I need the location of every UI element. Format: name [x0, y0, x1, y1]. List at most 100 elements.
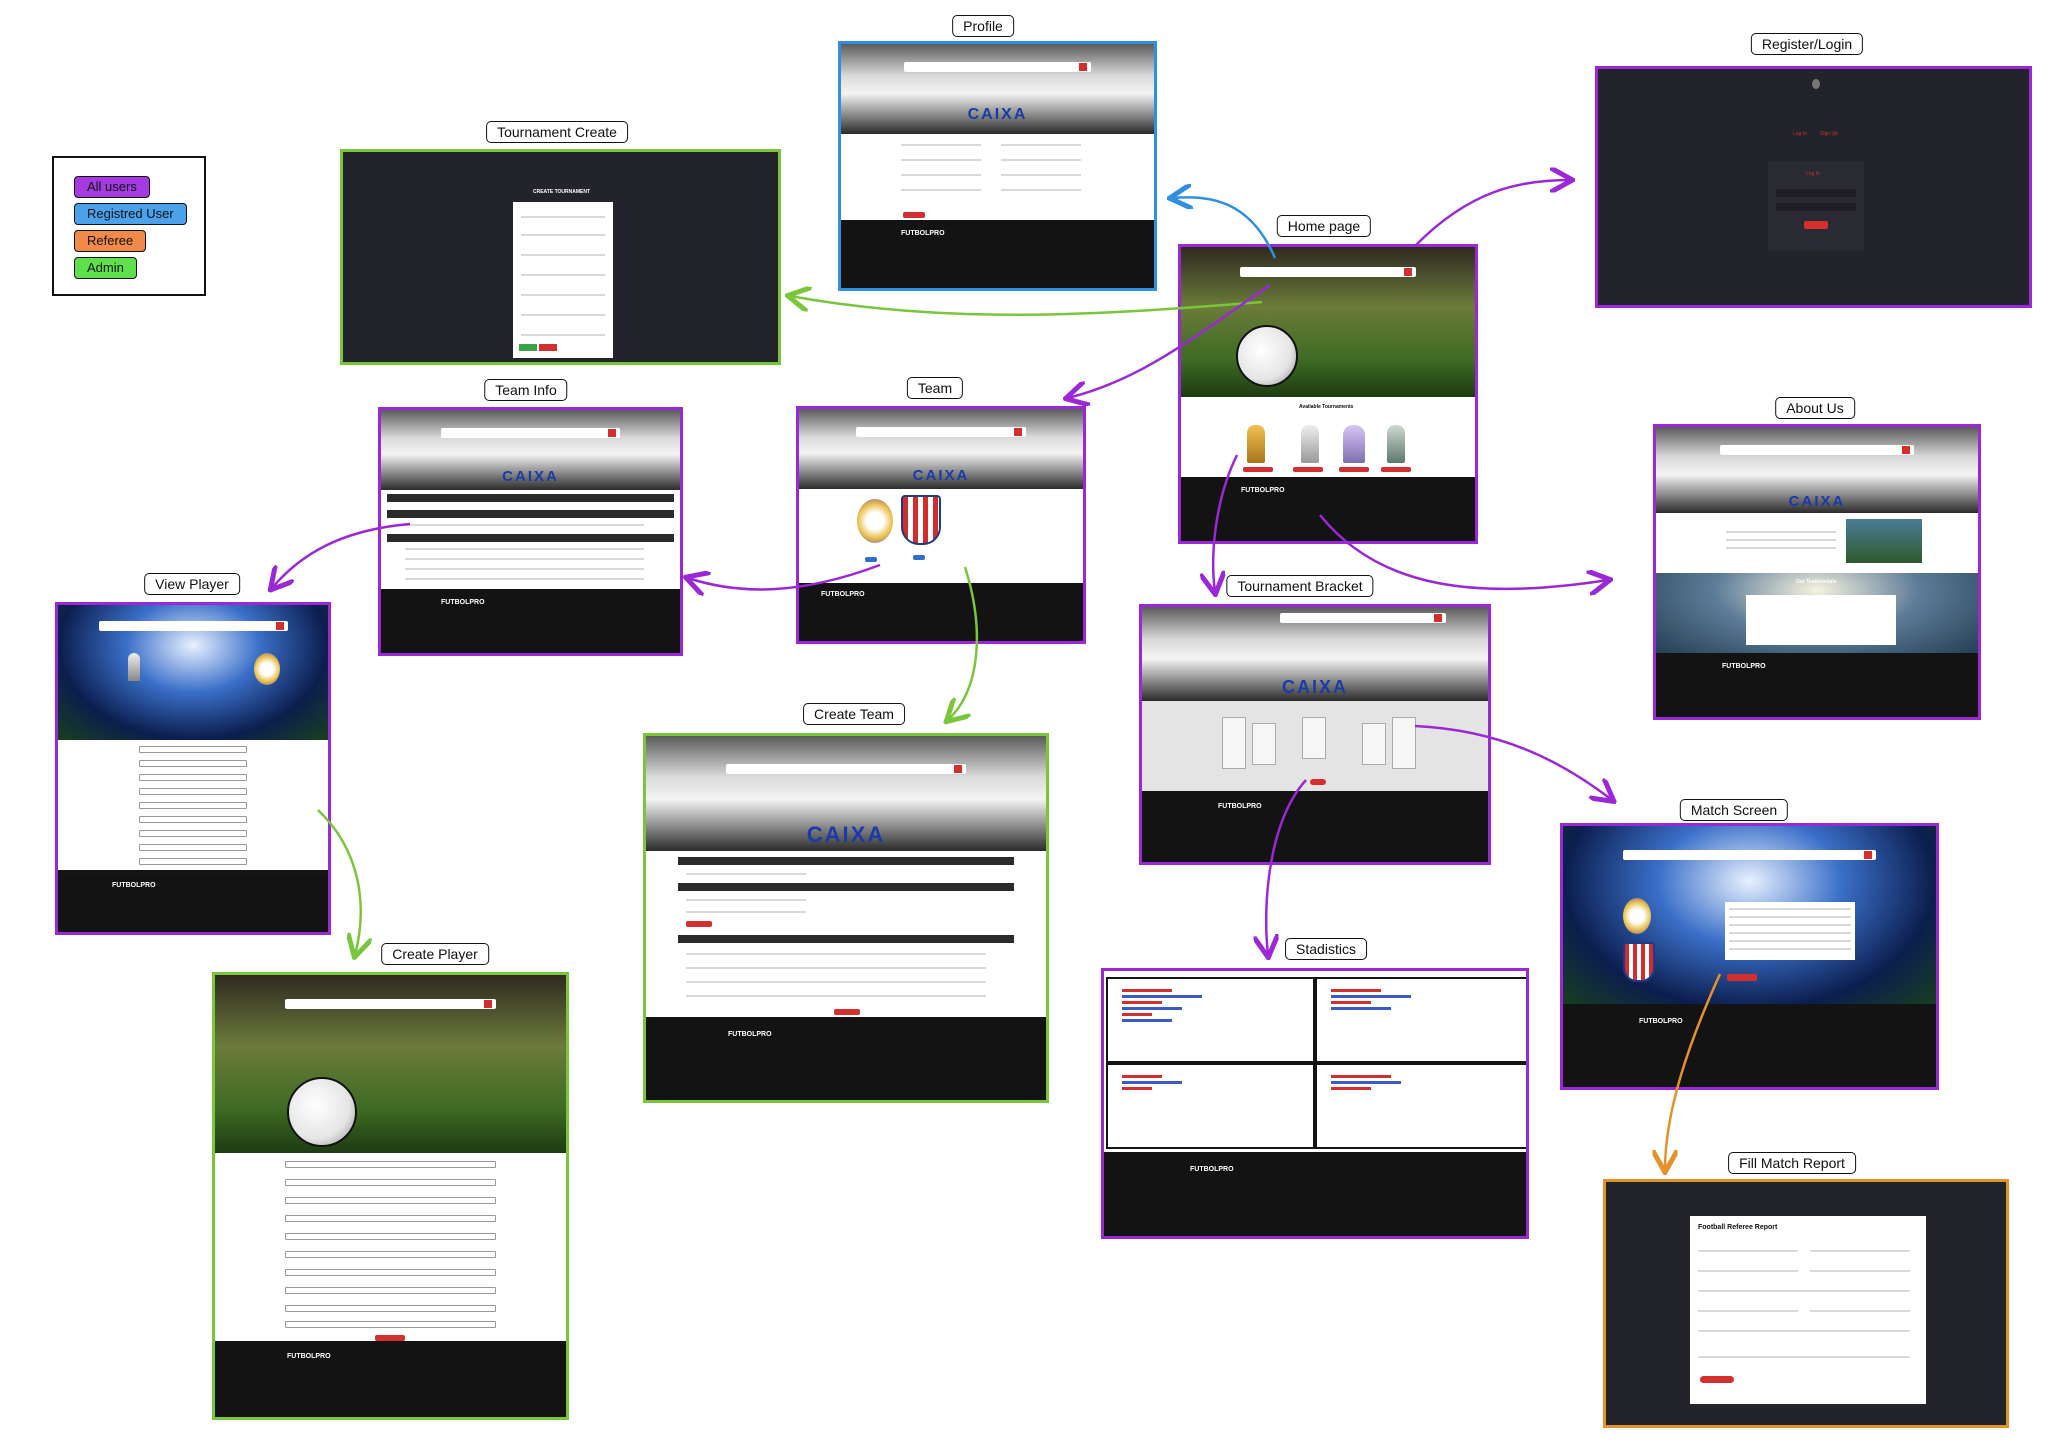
label-about-us: About Us: [1775, 397, 1855, 419]
create-player-form: [215, 1153, 566, 1345]
label-home-page: Home page: [1276, 215, 1372, 237]
screen-about-us[interactable]: CAIXA Our Testimonials FUTBOLPRO: [1653, 424, 1981, 720]
real-madrid-crest-icon: [1623, 898, 1651, 934]
trophy-icon: [1343, 425, 1365, 463]
caixa-text: CAIXA: [1788, 493, 1846, 510]
arrow-home-to-profile: [1172, 197, 1277, 259]
label-register-login: Register/Login: [1750, 33, 1864, 55]
screen-tournament-create[interactable]: CREATE TOURNAMENT: [340, 149, 781, 365]
arrow-home-to-bracket: [1213, 454, 1239, 592]
legend-admin: Admin: [74, 257, 137, 279]
screen-create-team[interactable]: CAIXA FUTBOLPRO: [643, 733, 1049, 1103]
real-madrid-crest-icon: [254, 653, 280, 685]
footer: FUTBOLPRO: [58, 874, 328, 932]
legend-registered-user: Registred User: [74, 203, 187, 225]
screen-view-player[interactable]: FUTBOLPRO: [55, 602, 331, 935]
chart-panel: [1106, 1063, 1315, 1149]
arrow-home-to-tournament-create: [790, 296, 1263, 317]
footer: FUTBOLPRO: [381, 589, 680, 653]
hero-image: CAIXA: [381, 410, 680, 490]
hero-image: [1563, 826, 1936, 1010]
real-madrid-crest-icon: [857, 499, 893, 543]
screen-fill-match-report[interactable]: Football Referee Report: [1603, 1179, 2009, 1428]
bracket-area: [1142, 701, 1488, 797]
screen-register-login[interactable]: Log In Sign Up Log In: [1595, 66, 2032, 308]
hero-image: [58, 605, 328, 740]
arrow-match-to-report: [1665, 973, 1722, 1170]
label-view-player: View Player: [144, 573, 240, 595]
create-tournament-title: CREATE TOURNAMENT: [533, 189, 591, 195]
chart-panel: [1315, 977, 1526, 1063]
hero-image: CAIXA: [1142, 607, 1488, 701]
footer: FUTBOLPRO: [799, 583, 1083, 641]
team-info-panel: [381, 490, 680, 590]
label-match-screen: Match Screen: [1679, 799, 1789, 821]
atletico-crest-icon: [1623, 942, 1655, 982]
screen-profile[interactable]: CAIXA FUTBOLPRO: [838, 41, 1157, 291]
label-create-player: Create Player: [381, 943, 489, 965]
ball-icon: [287, 1077, 357, 1147]
label-tournament-bracket: Tournament Bracket: [1226, 575, 1374, 597]
screen-home-page[interactable]: Available Tournaments FUTBOLPRO: [1178, 244, 1478, 544]
screen-create-player[interactable]: FUTBOLPRO: [212, 972, 569, 1420]
screen-team[interactable]: CAIXA FUTBOLPRO: [796, 406, 1086, 644]
footer: FUTBOLPRO: [1104, 1152, 1526, 1236]
login-tab[interactable]: Log In: [1793, 131, 1807, 137]
arrow-home-to-about: [1319, 514, 1608, 589]
lineup-table: [1725, 902, 1855, 960]
caixa-text: CAIXA: [967, 106, 1028, 123]
footer: FUTBOLPRO: [1142, 791, 1488, 862]
testimonials-title: Our Testimonials: [1796, 579, 1837, 585]
create-team-form: [646, 851, 1046, 1023]
profile-form: [841, 134, 1154, 224]
login-panel: Log In: [1768, 161, 1864, 251]
trophy-icon: [1387, 425, 1405, 463]
ball-icon: [1236, 325, 1298, 387]
arrow-home-to-register: [1414, 180, 1570, 247]
legend-referee: Referee: [74, 230, 147, 252]
logo-icon: [1812, 79, 1820, 89]
label-stadistics: Stadistics: [1285, 938, 1367, 960]
screen-tournament-bracket[interactable]: CAIXA FUTBOLPRO: [1139, 604, 1491, 865]
arrow-team-to-createteam: [948, 566, 979, 720]
trophy-icon: [128, 653, 140, 681]
hero-image: [1181, 247, 1475, 397]
chart-panel: [1106, 977, 1315, 1063]
label-tournament-create: Tournament Create: [486, 121, 628, 143]
screen-match[interactable]: FUTBOLPRO: [1560, 823, 1939, 1090]
label-fill-match-report: Fill Match Report: [1728, 1152, 1856, 1174]
hero-image: CAIXA: [841, 44, 1154, 134]
hero-image: CAIXA: [646, 736, 1046, 851]
caixa-text: CAIXA: [806, 822, 886, 847]
team-list: [799, 489, 1083, 585]
footer: FUTBOLPRO: [1563, 1004, 1936, 1087]
footer: FUTBOLPRO: [646, 1017, 1046, 1100]
legend: All users Registred User Referee Admin: [52, 156, 206, 296]
hero-image: CAIXA: [799, 409, 1083, 489]
signup-tab[interactable]: Sign Up: [1820, 131, 1838, 137]
arrow-viewplayer-to-createplayer: [317, 809, 361, 955]
screen-team-info[interactable]: CAIXA FUTBOLPRO: [378, 407, 683, 656]
arrow-bracket-to-stadistics: [1266, 779, 1307, 955]
footer: FUTBOLPRO: [1181, 477, 1475, 541]
caixa-text: CAIXA: [912, 467, 970, 484]
label-profile: Profile: [952, 15, 1014, 37]
label-team-info: Team Info: [484, 379, 568, 401]
arrow-team-to-teaminfo: [688, 563, 881, 589]
label-team: Team: [906, 377, 964, 399]
caixa-text: CAIXA: [502, 468, 559, 485]
footer: FUTBOLPRO: [841, 220, 1154, 288]
footer: FUTBOLPRO: [215, 1341, 566, 1417]
player-details: [58, 740, 328, 870]
referee-report-title: Football Referee Report: [1698, 1224, 1778, 1231]
arrow-teaminfo-to-viewplayer: [272, 522, 411, 588]
chart-panel: [1315, 1063, 1526, 1149]
hero-image: [215, 975, 566, 1153]
footer: FUTBOLPRO: [1656, 653, 1978, 717]
about-section: [1656, 513, 1978, 573]
arrow-bracket-to-match: [1414, 724, 1612, 800]
label-create-team: Create Team: [803, 703, 905, 725]
legend-all-users: All users: [74, 176, 150, 198]
screen-stadistics[interactable]: FUTBOLPRO: [1101, 968, 1529, 1239]
